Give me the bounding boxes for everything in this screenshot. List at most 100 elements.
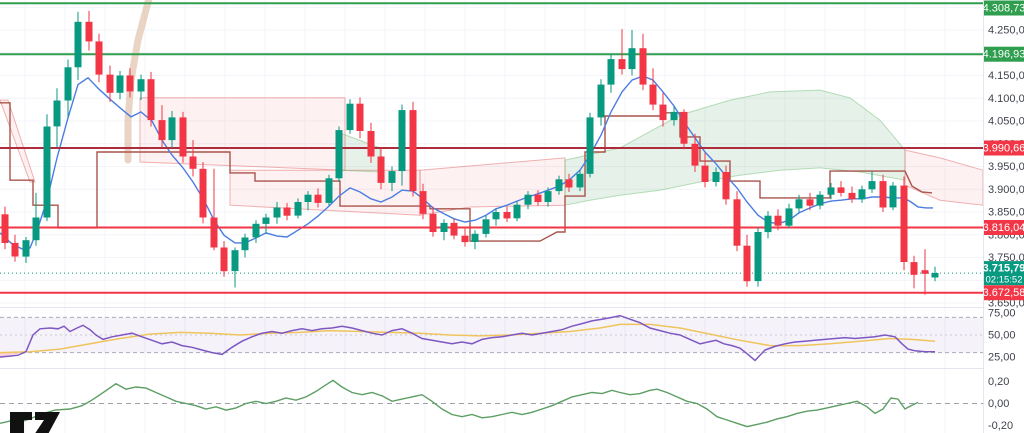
tradingview-logo-glyph [10,412,60,433]
candle-body [827,187,835,195]
price-level-badge[interactable]: 4.308,73 [983,0,1024,16]
rsi-tick-label: 75,00 [988,308,1016,320]
tradingview-logo[interactable] [8,404,80,433]
candle [691,133,699,172]
momentum-tick-label: -0,20 [988,420,1013,432]
candle-body [147,79,155,121]
candle [910,255,918,289]
candle [649,68,657,111]
candle-body [189,156,197,169]
axis-tick-label: 3.900,00 [988,184,1024,196]
price-level-badge[interactable]: 3.672,58 [983,285,1024,301]
rsi-ma-line [0,323,936,354]
candle [785,203,793,229]
candle-body [252,223,260,238]
candle [837,181,845,197]
candle [513,201,521,222]
price-level-badge[interactable]: 4.196,93 [983,46,1024,62]
candle [95,33,103,83]
price-level-badge-background [984,220,1024,235]
candle [409,101,417,197]
price-level-badge-background [984,0,1024,16]
candle-body [158,120,166,141]
price-level-badge[interactable]: 3.816,04 [983,220,1024,235]
axis-tick-label: 4.050,00 [988,116,1024,128]
candle [586,112,594,178]
candle-body [806,199,814,206]
candle-body [816,194,824,206]
candle [179,111,187,163]
candle-body [179,117,187,157]
candle [628,30,636,76]
candle [555,175,563,195]
candle-body [639,48,647,85]
candle-body [921,270,929,274]
candle-body [85,21,93,42]
cloud-span-area [904,149,984,206]
candle [74,11,82,81]
candle-body [106,74,114,93]
candle [1,206,9,250]
price-level-badge-text: 4.308,73 [983,3,1024,15]
momentum-line [0,379,919,428]
candle [503,206,511,222]
candle [419,183,427,220]
candle [126,68,134,98]
candle-body [64,67,72,101]
candle-body [471,233,479,242]
candle-body [691,143,699,166]
price-level-badge-text: 3.816,04 [983,222,1024,234]
candles-layer[interactable] [1,10,939,295]
candle-body [900,185,908,262]
candle [471,230,479,250]
candle-body [764,215,772,233]
current-price-badge-background [984,261,1024,286]
candle-body [137,79,145,92]
candle-body [53,100,61,127]
candle [335,126,343,182]
candle-body [513,204,521,219]
candle [273,202,281,224]
candle-body [879,181,887,208]
candle [220,241,228,277]
price-level-badge-text: 3.990,66 [983,143,1024,155]
price-level-badge[interactable]: 3.990,66 [983,140,1024,156]
candle [701,152,709,188]
candle [283,202,291,221]
candle [388,166,396,192]
candle-body [544,191,552,202]
candle [921,249,929,295]
candle-body [440,222,448,232]
candle [774,209,782,231]
candle-body [11,242,19,257]
candle-body [116,75,124,93]
price-level-badge-background [984,140,1024,156]
rsi-pane [0,314,983,362]
candle-body [774,215,782,226]
price-axis[interactable]: 4.300,004.250,004.200,004.150,004.100,00… [983,0,1024,433]
candle-body [848,192,856,200]
candle [189,140,197,177]
candle-body [210,217,218,248]
candle-body [503,212,511,219]
candle-body [858,189,866,200]
candle-body [367,131,375,157]
rsi-tick-label: 25,00 [988,352,1016,364]
candle [356,97,364,139]
candle [440,219,448,241]
candle-body [910,262,918,275]
candle-body [722,172,730,200]
candle-body [22,240,30,257]
candle-body [492,212,500,220]
candle-body [931,273,939,278]
candle-body [95,41,103,75]
rsi-line [0,314,935,362]
candle-body [419,191,427,214]
candle [712,167,720,187]
candle [294,198,302,219]
candle [827,182,835,200]
candle-body [482,219,490,234]
